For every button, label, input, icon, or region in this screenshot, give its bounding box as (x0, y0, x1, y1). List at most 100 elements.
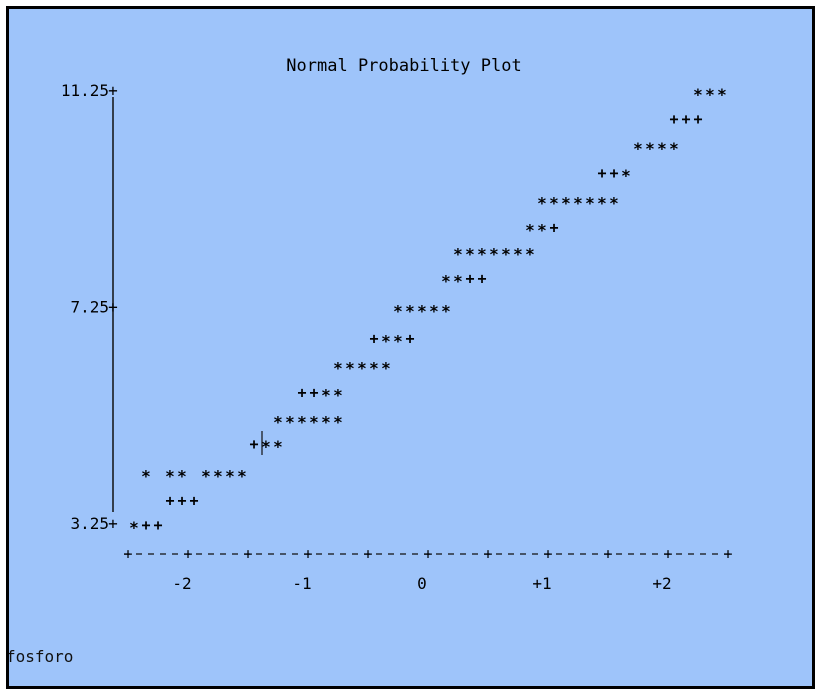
data-point-star: * (201, 467, 211, 486)
data-point-plus: + (369, 329, 378, 347)
data-point-star: * (225, 467, 235, 486)
x-axis-tick-mark: + (243, 545, 252, 563)
data-point-star: * (321, 385, 331, 404)
y-tick-mark: + (108, 81, 118, 100)
data-point-star: * (537, 193, 547, 212)
data-point-star: * (345, 358, 355, 377)
data-point-plus: + (309, 383, 318, 401)
data-point-star: * (393, 331, 403, 350)
x-tick-label: +1 (532, 574, 551, 593)
data-point-star: * (597, 193, 607, 212)
data-point-plus: + (249, 435, 258, 453)
data-point-star: * (453, 245, 463, 264)
data-point-star: * (429, 302, 439, 321)
data-point-star: * (369, 358, 379, 377)
data-point-star: * (525, 245, 535, 264)
data-point-star: * (393, 302, 403, 321)
data-point-plus: + (297, 383, 306, 401)
axes: 11.25 +7.25 +3.25 ++ + + + + + + + + + +-2 -1 0 +1 +2 (61, 81, 733, 593)
data-point-plus: + (681, 110, 690, 128)
data-point-star: * (177, 467, 187, 486)
data-point-star: * (141, 467, 151, 486)
x-axis-tick-mark: + (303, 545, 312, 563)
y-tick-label: 7.25 (70, 298, 109, 317)
data-point-star: * (549, 193, 559, 212)
data-point-star: * (645, 139, 655, 158)
x-axis-tick-mark: + (183, 545, 192, 563)
data-point-star: * (417, 302, 427, 321)
y-tick-mark: + (108, 298, 118, 317)
x-tick-label: -1 (292, 574, 311, 593)
x-axis-tick-mark: + (723, 545, 732, 563)
data-point-star: * (237, 467, 247, 486)
chart-title: Normal Probability Plot (286, 56, 521, 76)
normal-probability-plot: Normal Probability Plot 11.25 +7.25 +3.25 +… (61, 56, 733, 593)
data-point-star: * (441, 272, 451, 291)
data-point-star: * (693, 85, 703, 104)
data-point-star: * (585, 193, 595, 212)
variable-label: fosforo (6, 647, 74, 666)
data-point-plus: + (189, 492, 198, 510)
plot-frame: Normal Probability Plot 11.25 +7.25 +3.25 +… (6, 6, 815, 689)
data-point-star: * (609, 193, 619, 212)
y-tick-label: 3.25 (70, 514, 109, 533)
x-tick-label: -2 (172, 574, 191, 593)
data-point-star: * (453, 272, 463, 291)
data-point-star: * (381, 358, 391, 377)
data-point-plus: + (465, 270, 474, 288)
data-point-star: * (717, 85, 727, 104)
data-point-star: * (273, 437, 283, 456)
data-point-star: * (573, 193, 583, 212)
data-point-plus: + (165, 492, 174, 510)
x-axis-tick-mark: + (123, 545, 132, 563)
data-point-star: * (165, 467, 175, 486)
data-point-star: * (129, 518, 139, 537)
data-point-star: * (321, 412, 331, 431)
data-point-plus: + (549, 218, 558, 236)
data-point-star: * (465, 245, 475, 264)
x-tick-label: +2 (652, 574, 671, 593)
data-point-star: * (669, 139, 679, 158)
data-point-star: * (561, 193, 571, 212)
data-point-plus: + (177, 492, 186, 510)
data-point-star: * (501, 245, 511, 264)
data-point-plus: + (669, 110, 678, 128)
data-point-star: * (705, 85, 715, 104)
data-point-plus: + (153, 516, 162, 534)
data-point-plus: + (597, 164, 606, 182)
data-point-star: * (333, 358, 343, 377)
x-axis-tick-mark: + (363, 545, 372, 563)
data-point-plus: + (693, 110, 702, 128)
data-point-star: * (621, 166, 631, 185)
data-point-plus: + (609, 164, 618, 182)
x-axis-tick-mark: + (603, 545, 612, 563)
data-point-star: * (333, 385, 343, 404)
x-axis-tick-mark: + (483, 545, 492, 563)
data-point-star: * (513, 245, 523, 264)
data-point-star: * (213, 467, 223, 486)
data-point-plus: + (141, 516, 150, 534)
x-axis-tick-mark: + (543, 545, 552, 563)
data-point-star: * (285, 412, 295, 431)
data-point-plus: + (405, 329, 414, 347)
x-axis-tick-mark: + (663, 545, 672, 563)
data-point-star: * (489, 245, 499, 264)
data-point-star: * (537, 220, 547, 239)
data-point-star: * (657, 139, 667, 158)
data-point-star: * (381, 331, 391, 350)
data-point-star: * (441, 302, 451, 321)
x-tick-label: 0 (417, 574, 427, 593)
data-point-star: * (405, 302, 415, 321)
data-point-star: * (525, 220, 535, 239)
data-point-star: * (309, 412, 319, 431)
y-tick-mark: + (108, 514, 118, 533)
x-axis-tick-mark: + (423, 545, 432, 563)
data-points: ** * * * * * ** ** * * * * ** ** * * * ** ** * * * ** ** * * * * * **… (129, 85, 727, 537)
data-point-star: * (297, 412, 307, 431)
data-point-star: * (357, 358, 367, 377)
data-point-star: * (633, 139, 643, 158)
data-point-star: * (477, 245, 487, 264)
y-tick-label: 11.25 (61, 81, 109, 100)
data-point-star: * (273, 412, 283, 431)
data-point-star: * (333, 412, 343, 431)
